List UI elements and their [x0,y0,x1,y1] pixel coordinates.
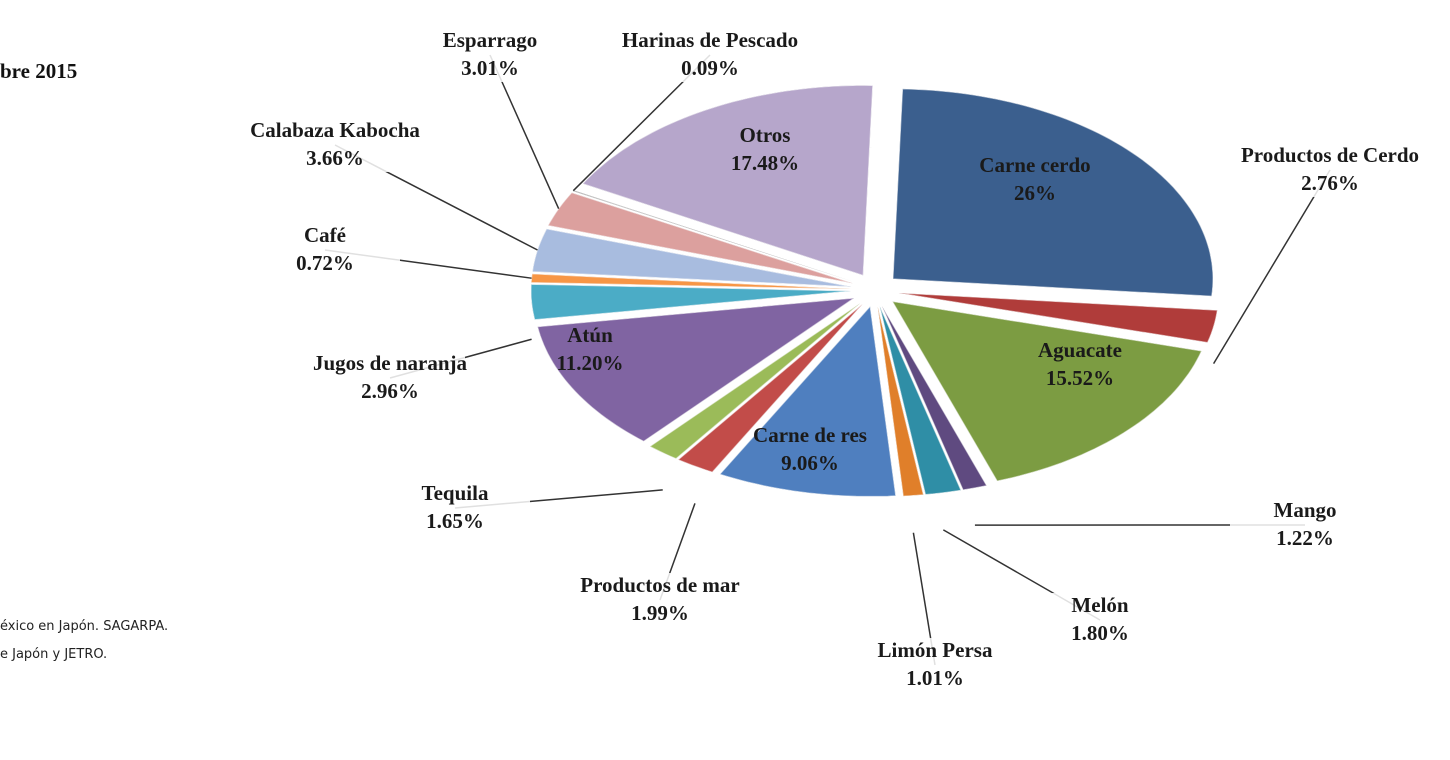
slice-value: 1.99% [631,601,689,625]
slice-value: 11.20% [556,351,623,375]
slice-value: 1.80% [1071,621,1129,645]
slice-label: Tequila [422,481,489,505]
slice-label: Otros [740,123,791,147]
slice-label: Esparrago [443,28,538,52]
slice-value: 15.52% [1046,366,1114,390]
chart: bre 2015 éxico en Japón. SAGARPA. e Japó… [0,0,1450,760]
slice-value: 3.01% [461,56,519,80]
slice-label: Melón [1071,593,1128,617]
slice-label: Calabaza Kabocha [250,118,420,142]
slice-value: 2.96% [361,379,419,403]
source-note: e Japón y JETRO. [0,647,107,662]
slice-label: Mango [1274,498,1337,522]
slice-value: 3.66% [306,146,364,170]
slice-label: Carne cerdo [979,153,1090,177]
slice-label: Atún [567,323,613,347]
source-note: éxico en Japón. SAGARPA. [0,619,168,634]
slice-label: Limón Persa [878,638,993,662]
slice-value: 2.76% [1301,171,1359,195]
slice-value: 1.01% [906,666,964,690]
slice-value: 0.72% [296,251,354,275]
slice-value: 26% [1014,181,1056,205]
slice-value: 1.22% [1276,526,1334,550]
slice-label: Productos de Cerdo [1241,143,1419,167]
slice-value: 0.09% [681,56,739,80]
slice-value: 17.48% [731,151,799,175]
slice-label: Jugos de naranja [313,351,468,375]
leader-line [1214,170,1330,364]
slice-label: Café [304,223,346,247]
slice-label: Aguacate [1038,338,1122,362]
slice-label: Harinas de Pescado [622,28,798,52]
slice-value: 1.65% [426,509,484,533]
slice-value: 9.06% [781,451,839,475]
chart-title: bre 2015 [0,59,77,83]
slice-label: Carne de res [753,423,867,447]
slice-label: Productos de mar [580,573,739,597]
